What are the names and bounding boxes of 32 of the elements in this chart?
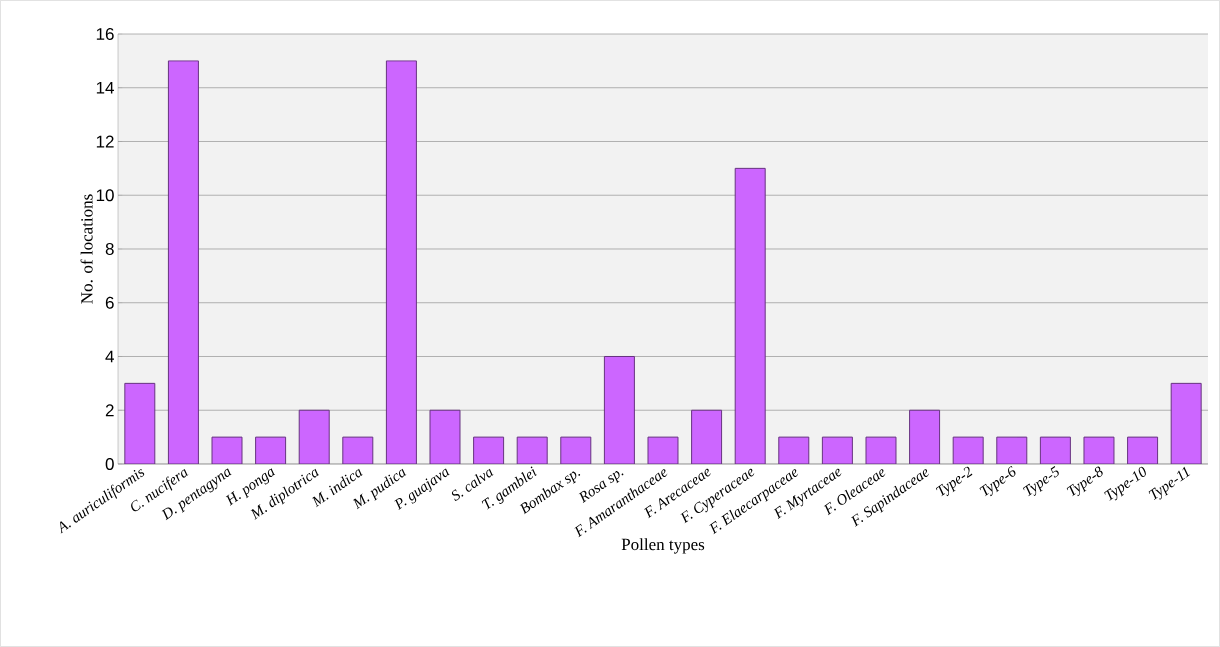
y-tick-label: 0 bbox=[105, 457, 114, 471]
bar bbox=[996, 436, 1028, 464]
bar bbox=[167, 60, 199, 464]
bar bbox=[516, 436, 548, 464]
bar bbox=[821, 436, 853, 464]
y-axis-title: No. of locations bbox=[80, 194, 93, 304]
bar bbox=[560, 436, 592, 464]
bar bbox=[603, 355, 635, 464]
bar bbox=[1039, 436, 1071, 464]
bar bbox=[255, 436, 287, 464]
bar bbox=[1127, 436, 1159, 464]
bar bbox=[778, 436, 810, 464]
bar bbox=[734, 167, 766, 464]
bar bbox=[385, 60, 417, 464]
bar bbox=[909, 409, 941, 464]
y-tick-label: 16 bbox=[96, 27, 114, 41]
bar bbox=[952, 436, 984, 464]
y-tick-label: 12 bbox=[96, 135, 114, 148]
bar bbox=[342, 436, 374, 464]
bar bbox=[124, 382, 156, 464]
y-tick-label: 10 bbox=[96, 189, 114, 202]
y-tick-label: 6 bbox=[105, 296, 114, 309]
bar bbox=[1170, 382, 1202, 464]
bar bbox=[429, 409, 461, 464]
bar bbox=[691, 409, 723, 464]
bar bbox=[298, 409, 330, 464]
bar bbox=[473, 436, 505, 464]
y-tick-label: 4 bbox=[105, 350, 114, 363]
y-tick-label: 8 bbox=[105, 242, 114, 256]
y-tick-label: 2 bbox=[105, 404, 114, 417]
y-tick-label: 14 bbox=[96, 81, 114, 94]
x-axis-title: Pollen types bbox=[621, 538, 705, 554]
